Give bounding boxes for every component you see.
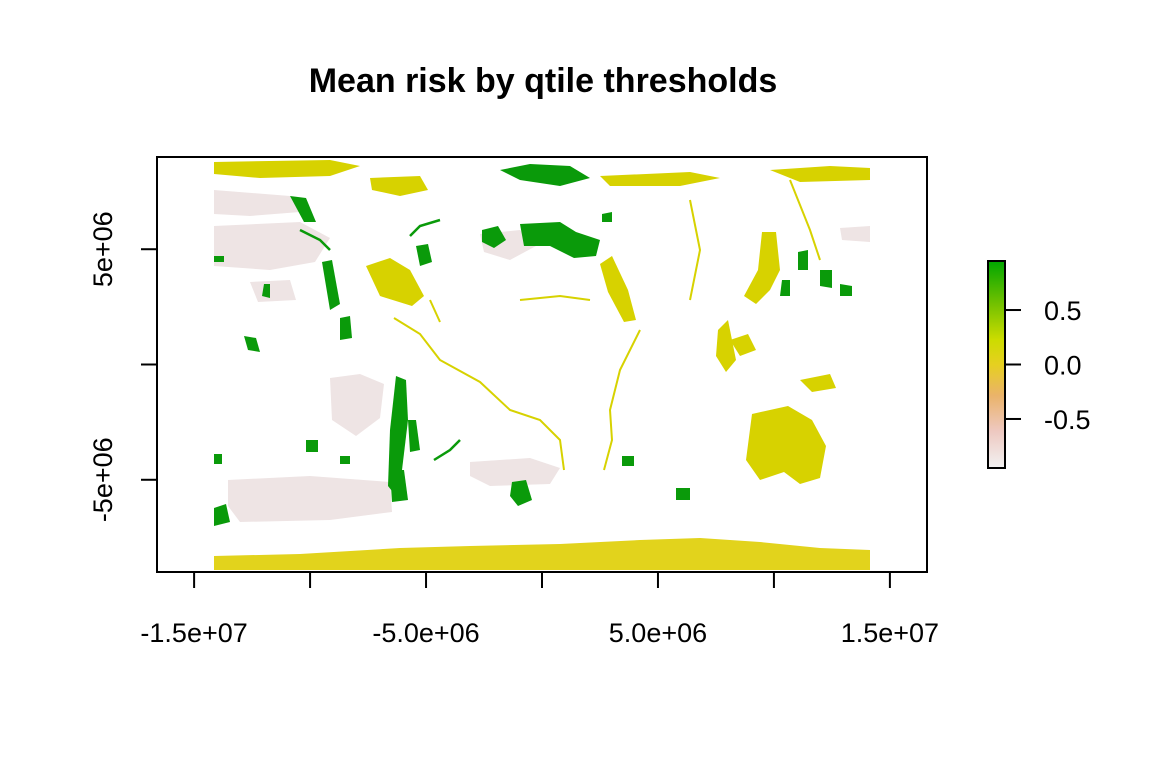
green-region	[520, 222, 600, 258]
yellow-region	[214, 160, 360, 178]
green-region	[214, 504, 230, 526]
x-tick-label: 5.0e+06	[609, 618, 707, 648]
legend-tick-label: 0.0	[1044, 351, 1082, 381]
green-region	[214, 454, 222, 464]
yellow-coastline	[689, 199, 702, 301]
x-axis: -1.5e+07 -5.0e+06 5.0e+06 1.5e+07	[140, 571, 939, 648]
pink-region	[250, 280, 296, 302]
y-tick-label: 5e+06	[88, 211, 118, 287]
green-region	[676, 488, 690, 500]
chart-title: Mean risk by qtile thresholds	[309, 62, 778, 100]
green-region	[622, 456, 634, 466]
green-region	[340, 316, 352, 340]
yellow-coastline	[393, 317, 565, 471]
yellow-coastline	[429, 299, 441, 323]
green-coastline	[299, 228, 331, 251]
yellow-region	[730, 334, 756, 356]
yellow-coastline	[603, 329, 641, 471]
green-region	[482, 226, 506, 248]
green-region	[820, 270, 832, 288]
raster-layer	[214, 160, 870, 570]
pink-region	[470, 458, 560, 486]
yellow-region	[600, 172, 720, 186]
green-region	[390, 470, 408, 502]
green-coast-group	[299, 218, 461, 462]
x-tick-label: 1.5e+07	[841, 618, 939, 648]
green-region	[340, 456, 350, 464]
yellow-coast-group	[393, 179, 821, 471]
x-tick-label: -5.0e+06	[372, 618, 479, 648]
green-region	[798, 250, 808, 270]
green-region	[602, 212, 612, 222]
green-region	[290, 196, 316, 222]
green-region	[780, 280, 790, 296]
pink-region	[228, 476, 392, 522]
legend-tick-label: 0.5	[1044, 296, 1082, 326]
green-region	[214, 256, 224, 262]
green-region	[416, 244, 432, 266]
pink-region	[214, 190, 300, 216]
legend-colorbar	[987, 260, 1006, 469]
yellow-region	[800, 374, 836, 392]
y-tick-label: -5e+06	[88, 437, 118, 522]
pink-region	[840, 226, 870, 242]
yellow-region	[600, 256, 636, 322]
color-legend: 0.5 0.0 -0.5	[987, 260, 1091, 469]
yellow-coastline	[789, 179, 821, 261]
yellow-region	[770, 166, 870, 182]
yellow-region	[716, 320, 736, 372]
green-region	[388, 376, 408, 496]
antarctic-region	[214, 538, 870, 570]
y-axis: 5e+06 -5e+06	[88, 211, 158, 522]
yellow-coastline	[519, 294, 591, 301]
green-region	[306, 440, 318, 452]
green-region	[262, 284, 270, 298]
legend-tick-label: -0.5	[1044, 405, 1091, 435]
yellow-region	[370, 176, 428, 196]
x-tick-label: -1.5e+07	[140, 618, 247, 648]
green-region	[244, 336, 260, 352]
green-region	[840, 284, 852, 296]
pink-region	[214, 222, 330, 270]
pink-region-group	[214, 190, 870, 522]
yellow-region	[366, 258, 424, 306]
yellow-region	[744, 232, 780, 304]
green-region	[500, 164, 590, 186]
green-region	[322, 260, 340, 310]
green-region-group	[214, 164, 852, 526]
green-coastline	[433, 439, 461, 462]
green-region	[408, 420, 420, 452]
yellow-region	[746, 406, 826, 484]
green-coastline	[409, 218, 441, 237]
green-region	[510, 480, 532, 506]
pink-region	[330, 374, 384, 436]
yellow-region-group	[214, 160, 870, 484]
